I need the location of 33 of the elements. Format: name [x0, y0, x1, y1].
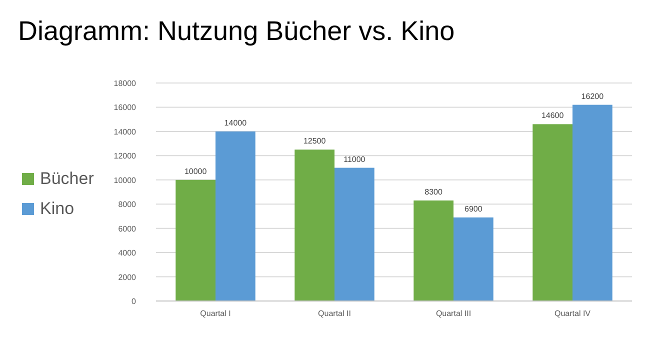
data-label: 10000 — [184, 166, 208, 176]
x-tick-label: Quartal III — [436, 309, 472, 318]
data-label: 6900 — [464, 204, 483, 214]
y-tick-label: 16000 — [114, 103, 137, 112]
y-tick-label: 2000 — [118, 272, 137, 282]
y-tick-label: 18000 — [114, 79, 137, 88]
bar — [334, 168, 374, 301]
bar — [572, 104, 612, 301]
y-tick-label: 12000 — [114, 152, 137, 161]
bar — [532, 124, 572, 301]
y-tick-label: 4000 — [118, 248, 137, 258]
y-tick-label: 0 — [132, 297, 137, 306]
data-label: 16200 — [581, 92, 604, 101]
legend-label: Kino — [40, 199, 74, 218]
y-tick-label: 14000 — [114, 127, 137, 136]
data-label: 14600 — [541, 111, 564, 120]
x-tick-label: Quartal II — [318, 309, 351, 318]
bar — [294, 150, 334, 301]
y-tick-label: 8000 — [118, 200, 137, 210]
bar — [176, 180, 216, 301]
data-label: 12500 — [303, 136, 326, 146]
chart-title: Diagramm: Nutzung Bücher vs. Kino — [18, 16, 455, 46]
bar — [216, 131, 256, 301]
y-tick-label: 6000 — [118, 224, 137, 234]
x-tick-label: Quartal I — [200, 309, 231, 318]
data-label: 14000 — [224, 118, 248, 128]
data-label: 11000 — [344, 154, 366, 164]
x-tick-label: Quartal IV — [554, 309, 592, 318]
bar — [454, 217, 494, 301]
y-tick-label: 10000 — [114, 176, 137, 185]
data-label: 8300 — [424, 187, 444, 196]
bar — [414, 200, 454, 301]
legend-label: Bücher — [40, 169, 94, 188]
